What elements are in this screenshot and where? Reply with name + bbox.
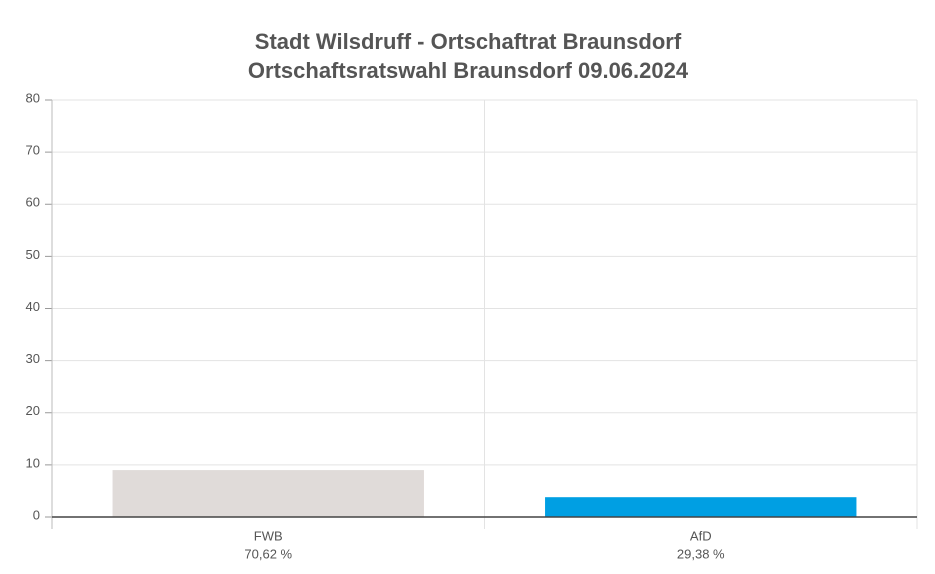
y-tick-label: 0 [33,507,40,522]
bar [112,470,424,517]
chart-subtitle: Ortschaftsratswahl Braunsdorf 09.06.2024 [248,58,689,83]
y-tick-label: 70 [26,143,40,158]
y-tick-label: 20 [26,403,40,418]
x-tick-label: AfD [690,528,712,543]
x-tick-sublabel: 70,62 % [244,546,292,561]
y-tick-label: 10 [26,455,40,470]
y-tick-label: 60 [26,195,40,210]
y-tick-label: 30 [26,351,40,366]
y-tick-label: 80 [26,90,40,105]
chart-title: Stadt Wilsdruff - Ortschaftrat Braunsdor… [255,29,682,54]
y-tick-label: 40 [26,299,40,314]
bar [545,497,857,517]
x-tick-sublabel: 29,38 % [677,546,725,561]
y-tick-label: 50 [26,247,40,262]
x-tick-label: FWB [254,528,283,543]
